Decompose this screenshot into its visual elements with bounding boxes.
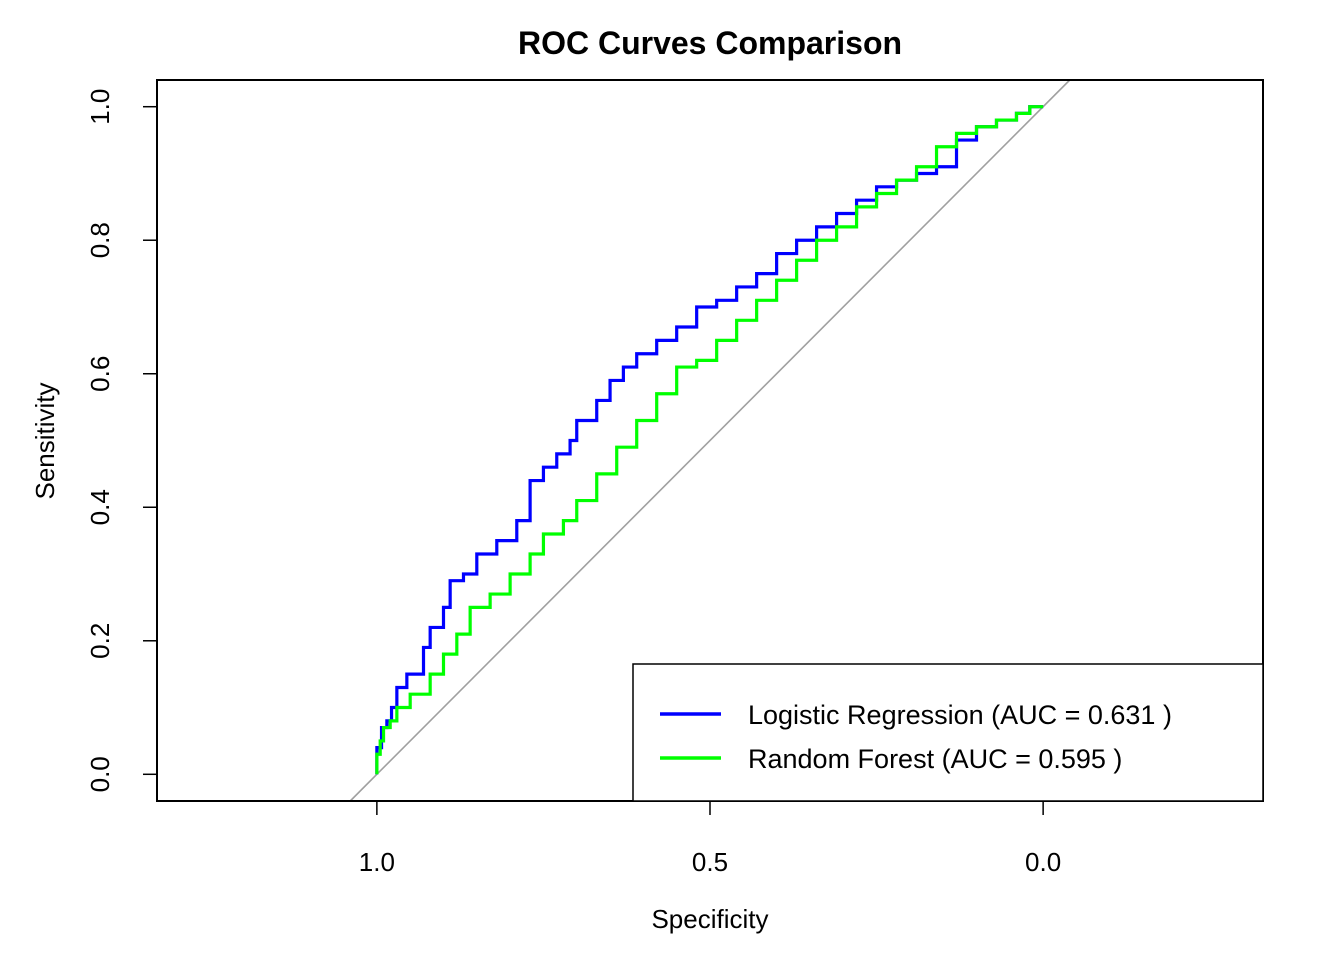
legend-label-logistic-regression: Logistic Regression (AUC = 0.631 ) (748, 700, 1172, 730)
y-axis-label: Sensitivity (30, 382, 60, 499)
x-tick-label: 0.0 (1025, 847, 1061, 877)
y-tick-label: 0.2 (85, 623, 115, 659)
y-tick-label: 1.0 (85, 89, 115, 125)
reference-diagonal-line (349, 79, 1071, 802)
series-layer (375, 105, 1044, 775)
y-tick-label: 0.0 (85, 756, 115, 792)
y-tick-label: 0.8 (85, 222, 115, 258)
legend-label-random-forest: Random Forest (AUC = 0.595 ) (748, 744, 1122, 774)
x-tick-label: 1.0 (359, 847, 395, 877)
x-tick-label: 0.5 (692, 847, 728, 877)
x-axis-label: Specificity (651, 904, 768, 934)
legend: Logistic Regression (AUC = 0.631 ) Rando… (632, 663, 1264, 802)
reference-layer (349, 79, 1071, 802)
roc-curve-random-forest (375, 105, 1044, 775)
y-tick-label: 0.6 (85, 356, 115, 392)
legend-box (632, 663, 1264, 802)
y-axis: 0.0 0.2 0.4 0.6 0.8 1.0 (85, 89, 158, 792)
y-tick-label: 0.4 (85, 489, 115, 525)
chart-title: ROC Curves Comparison (518, 25, 902, 61)
